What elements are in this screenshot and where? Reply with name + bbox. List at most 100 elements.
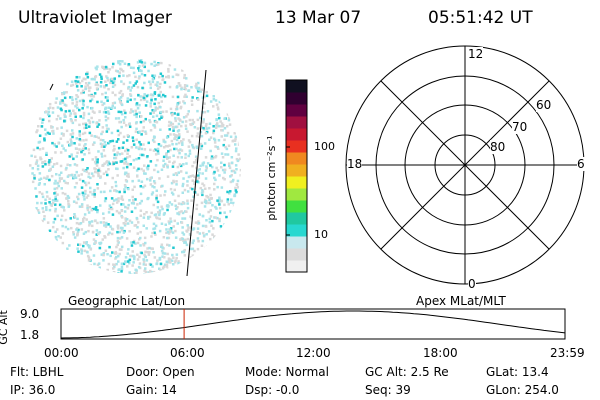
uv-pixel xyxy=(155,189,158,192)
uv-pixel xyxy=(38,178,41,181)
uv-pixel xyxy=(43,183,46,186)
uv-pixel xyxy=(134,268,137,272)
uv-pixel xyxy=(113,263,117,267)
uv-pixel xyxy=(230,161,234,164)
uv-pixel xyxy=(60,171,63,174)
uv-pixel xyxy=(139,60,142,63)
uv-pixel xyxy=(106,117,110,120)
uv-pixel xyxy=(175,125,179,129)
uv-pixel xyxy=(82,147,85,151)
uv-pixel xyxy=(153,102,156,106)
uv-pixel xyxy=(162,269,165,272)
uv-pixel xyxy=(78,148,81,151)
uv-pixel xyxy=(90,208,93,212)
uv-pixel xyxy=(87,81,91,85)
uv-pixel xyxy=(165,265,169,268)
uv-pixel xyxy=(178,151,181,155)
uv-pixel xyxy=(79,115,82,118)
uv-pixel xyxy=(75,201,78,205)
uv-pixel xyxy=(183,248,186,252)
uv-pixel xyxy=(93,160,97,164)
uv-pixel xyxy=(65,197,68,200)
uv-pixel xyxy=(226,200,229,203)
uv-pixel xyxy=(64,181,67,185)
uv-pixel xyxy=(200,125,203,128)
uv-pixel xyxy=(132,202,135,205)
uv-pixel xyxy=(106,173,109,177)
uv-pixel xyxy=(145,227,148,230)
uv-pixel xyxy=(129,89,132,92)
uv-pixel xyxy=(48,229,52,232)
uv-pixel xyxy=(182,100,185,103)
uv-pixel xyxy=(75,137,78,140)
uv-pixel xyxy=(120,80,123,83)
uv-pixel xyxy=(156,170,160,174)
uv-pixel xyxy=(154,83,157,86)
uv-pixel xyxy=(228,166,232,170)
uv-pixel xyxy=(91,224,94,228)
uv-pixel xyxy=(81,220,85,223)
uv-pixel xyxy=(70,119,73,123)
uv-pixel xyxy=(180,156,183,159)
uv-pixel xyxy=(92,238,96,241)
uv-pixel xyxy=(94,207,97,210)
uv-pixel xyxy=(93,219,97,223)
uv-pixel xyxy=(67,196,71,199)
uv-pixel xyxy=(51,201,55,205)
uv-pixel xyxy=(130,210,134,213)
uv-pixel xyxy=(171,165,175,168)
uv-pixel xyxy=(153,109,156,112)
uv-pixel xyxy=(97,136,100,140)
uv-pixel xyxy=(160,61,163,65)
uv-pixel xyxy=(127,87,130,90)
uv-pixel xyxy=(92,174,95,178)
uv-pixel xyxy=(220,199,224,203)
uv-pixel xyxy=(161,78,164,82)
uv-pixel xyxy=(204,225,208,228)
uv-pixel xyxy=(184,238,187,242)
uv-pixel xyxy=(59,117,62,120)
uv-pixel xyxy=(136,258,140,261)
uv-pixel xyxy=(102,110,106,114)
status-door: Door: Open xyxy=(126,365,195,379)
uv-pixel xyxy=(149,263,153,266)
uv-pixel xyxy=(210,155,214,158)
uv-pixel xyxy=(181,69,184,72)
uv-pixel xyxy=(116,243,119,247)
uv-pixel xyxy=(202,184,206,187)
uv-pixel xyxy=(135,115,138,119)
uv-pixel xyxy=(44,128,47,131)
uv-pixel xyxy=(202,231,205,235)
uv-pixel xyxy=(138,140,141,144)
uv-pixel xyxy=(223,127,227,130)
uv-pixel xyxy=(235,183,239,186)
uv-pixel xyxy=(156,84,159,87)
uv-pixel xyxy=(51,225,55,229)
uv-pixel xyxy=(192,227,196,230)
colorbar-cell xyxy=(286,200,307,213)
uv-pixel xyxy=(117,199,120,203)
uv-pixel xyxy=(118,190,121,194)
uv-pixel xyxy=(126,134,130,137)
uv-pixel xyxy=(63,103,67,107)
uv-pixel xyxy=(137,167,140,171)
uv-pixel xyxy=(183,73,186,77)
uv-pixel xyxy=(128,271,131,274)
uv-pixel xyxy=(232,139,235,142)
uv-pixel xyxy=(113,252,117,255)
uv-pixel xyxy=(124,171,127,174)
uv-pixel xyxy=(138,202,142,205)
uv-pixel xyxy=(126,252,129,255)
uv-pixel xyxy=(80,228,84,231)
colorbar-cell xyxy=(286,224,307,237)
uv-pixel xyxy=(110,207,114,211)
uv-pixel xyxy=(179,84,182,87)
uv-pixel xyxy=(120,203,123,206)
uv-pixel xyxy=(161,246,164,249)
uv-pixel xyxy=(114,257,117,260)
uv-pixel xyxy=(48,197,51,201)
uv-pixel xyxy=(60,214,64,218)
uv-pixel xyxy=(103,67,106,71)
uv-pixel xyxy=(197,176,201,180)
uv-pixel xyxy=(236,186,240,189)
